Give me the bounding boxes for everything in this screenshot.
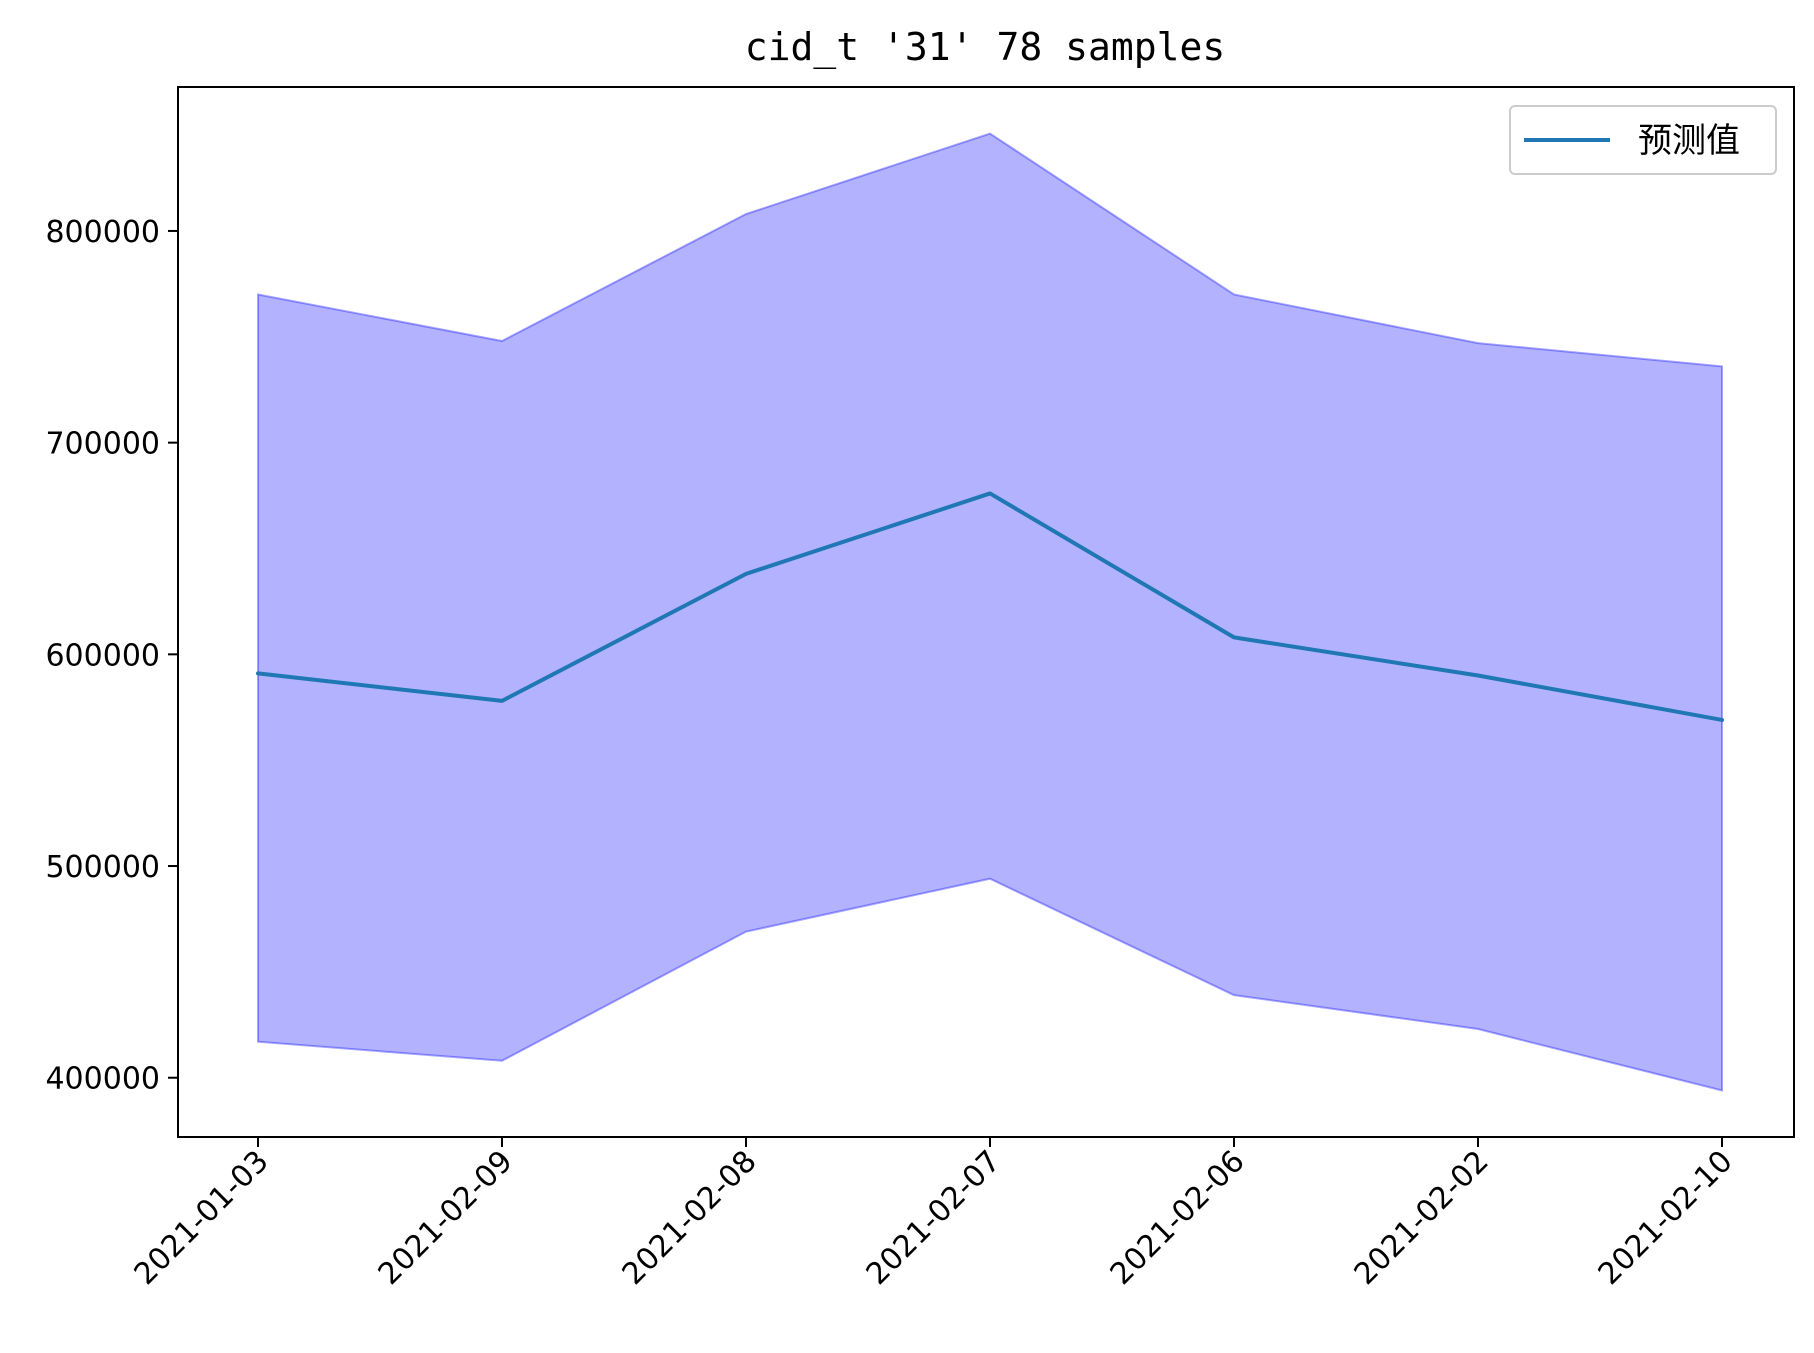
y-tick-label: 600000 <box>45 638 160 673</box>
series-point <box>1232 635 1236 639</box>
x-tick-label: 2021-02-07 <box>860 1144 1008 1292</box>
x-tick-label: 2021-02-06 <box>1104 1144 1252 1292</box>
series-point <box>256 671 260 675</box>
plot-area <box>256 132 1724 1092</box>
legend: 预测值 <box>1509 105 1777 175</box>
series-point <box>500 699 504 703</box>
y-tick-label: 700000 <box>45 427 160 462</box>
x-tick-label: 2021-02-02 <box>1348 1144 1496 1292</box>
x-tick-label: 2021-02-08 <box>616 1144 764 1292</box>
series-point <box>1476 674 1480 678</box>
series-point <box>1720 718 1724 722</box>
x-tick-label: 2021-02-09 <box>372 1144 520 1292</box>
y-tick-label: 800000 <box>45 215 160 250</box>
y-axis: 400000 500000 600000 700000 800000 <box>45 215 178 1097</box>
series-point <box>988 491 992 495</box>
plot-frame <box>177 86 1795 1138</box>
chart-title: cid_t '31' 78 samples <box>745 25 1225 70</box>
confidence-band <box>257 132 1723 1092</box>
y-tick-label: 500000 <box>45 850 160 885</box>
y-tick-label: 400000 <box>45 1062 160 1097</box>
x-axis: 2021-01-03 2021-02-09 2021-02-08 2021-02-07… <box>128 1137 1740 1292</box>
series-line-0 <box>256 491 1724 722</box>
legend-label: 预测值 <box>1638 121 1740 161</box>
series-point <box>744 572 748 576</box>
x-tick-label: 2021-01-03 <box>128 1144 276 1292</box>
legend-box <box>1509 105 1777 175</box>
x-tick-label: 2021-02-10 <box>1592 1144 1740 1292</box>
